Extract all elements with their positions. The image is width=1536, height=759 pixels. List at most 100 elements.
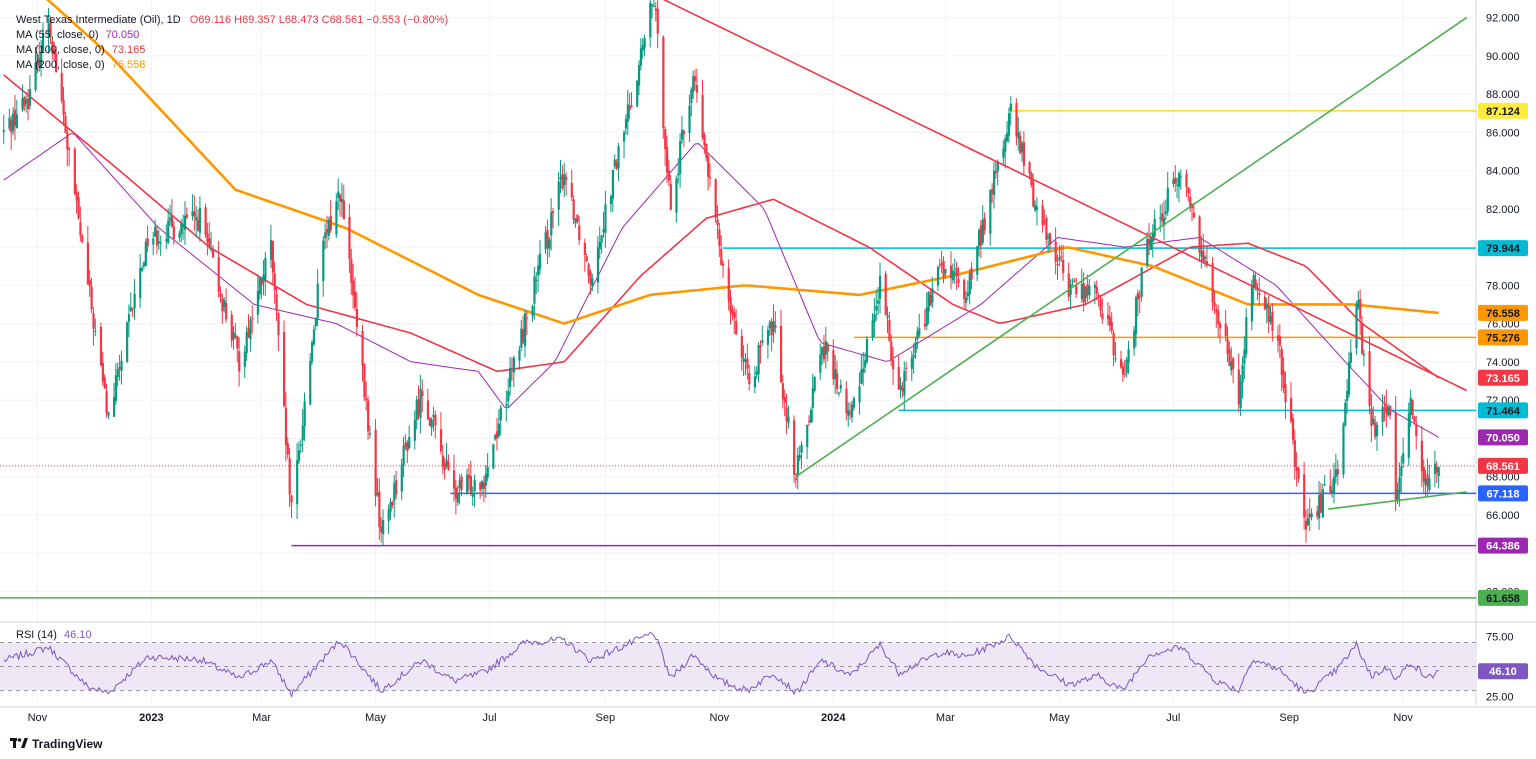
candle[interactable] <box>271 240 274 284</box>
candle[interactable] <box>1140 266 1143 302</box>
candle[interactable] <box>912 343 915 374</box>
candle[interactable] <box>1361 316 1364 356</box>
candle[interactable] <box>73 146 76 196</box>
candle[interactable] <box>327 216 331 241</box>
candle[interactable] <box>525 311 529 335</box>
candle[interactable] <box>731 304 734 321</box>
candle[interactable] <box>682 129 686 148</box>
candle[interactable] <box>1088 279 1091 300</box>
candle[interactable] <box>1413 415 1416 425</box>
candle[interactable] <box>264 252 267 296</box>
candle[interactable] <box>510 357 514 381</box>
candle[interactable] <box>51 38 54 60</box>
candle[interactable] <box>296 443 299 519</box>
candle[interactable] <box>1370 394 1373 443</box>
rsi-legend[interactable]: RSI (14) 46.10 <box>16 629 92 641</box>
candle[interactable] <box>897 355 900 390</box>
candle[interactable] <box>964 290 968 309</box>
candle[interactable] <box>611 169 615 212</box>
candle[interactable] <box>537 255 540 292</box>
candle[interactable] <box>53 41 56 62</box>
candle[interactable] <box>1101 297 1104 324</box>
candle[interactable] <box>718 222 721 258</box>
candle[interactable] <box>1148 223 1151 256</box>
candle[interactable] <box>1237 353 1240 413</box>
candle[interactable] <box>949 251 953 290</box>
candle[interactable] <box>976 246 979 282</box>
candle[interactable] <box>178 230 181 243</box>
candle[interactable] <box>38 42 41 72</box>
candle[interactable] <box>520 319 523 351</box>
candle[interactable] <box>819 343 822 380</box>
candle[interactable] <box>249 315 252 352</box>
candle[interactable] <box>185 207 189 220</box>
candle[interactable] <box>402 436 405 478</box>
candle[interactable] <box>1069 279 1072 310</box>
candle[interactable] <box>1342 421 1345 479</box>
candle[interactable] <box>49 16 52 45</box>
candle[interactable] <box>1424 469 1427 497</box>
candle[interactable] <box>772 304 775 343</box>
candle[interactable] <box>312 325 316 347</box>
candle[interactable] <box>589 269 592 295</box>
candle[interactable] <box>395 470 398 499</box>
candle[interactable] <box>615 159 618 171</box>
candle[interactable] <box>759 340 762 364</box>
candle[interactable] <box>505 390 508 422</box>
candle[interactable] <box>238 337 241 387</box>
candle[interactable] <box>626 89 629 136</box>
candle[interactable] <box>944 268 947 279</box>
candle[interactable] <box>155 225 159 255</box>
candle[interactable] <box>636 80 639 108</box>
candle[interactable] <box>1422 459 1425 495</box>
candle[interactable] <box>544 225 547 254</box>
candle[interactable] <box>62 86 65 126</box>
candle[interactable] <box>1067 262 1070 302</box>
candle[interactable] <box>953 258 956 284</box>
candle[interactable] <box>1179 169 1182 190</box>
candle[interactable] <box>290 494 293 519</box>
candle[interactable] <box>722 260 725 278</box>
candle[interactable] <box>942 256 945 284</box>
candle[interactable] <box>1015 98 1018 146</box>
candle[interactable] <box>1407 402 1410 466</box>
candle[interactable] <box>1250 279 1253 331</box>
candle[interactable] <box>387 504 390 535</box>
candle[interactable] <box>484 464 487 498</box>
candle[interactable] <box>925 292 928 331</box>
candle[interactable] <box>677 157 680 184</box>
candle[interactable] <box>1127 340 1130 374</box>
candle[interactable] <box>439 412 443 455</box>
candle[interactable] <box>1385 389 1388 428</box>
candle[interactable] <box>692 70 695 99</box>
candle[interactable] <box>703 132 706 154</box>
candle[interactable] <box>533 266 536 320</box>
candle[interactable] <box>1310 508 1313 521</box>
candle[interactable] <box>1035 197 1039 226</box>
candle[interactable] <box>1241 356 1244 399</box>
candle[interactable] <box>978 228 981 257</box>
candle[interactable] <box>522 315 525 345</box>
candle[interactable] <box>1232 356 1235 384</box>
candle[interactable] <box>557 171 560 227</box>
candle[interactable] <box>282 320 286 408</box>
candle[interactable] <box>1108 305 1112 332</box>
candle[interactable] <box>740 329 743 371</box>
candle[interactable] <box>1239 374 1242 416</box>
candle[interactable] <box>890 334 893 367</box>
candle[interactable] <box>1054 227 1057 275</box>
candle[interactable] <box>1263 291 1267 311</box>
candle[interactable] <box>535 271 538 295</box>
candle[interactable] <box>796 447 799 490</box>
candle[interactable] <box>1411 399 1414 420</box>
candle[interactable] <box>955 261 958 291</box>
candle[interactable] <box>445 443 448 469</box>
candle[interactable] <box>13 94 17 141</box>
candle[interactable] <box>834 355 837 394</box>
candle[interactable] <box>417 385 420 420</box>
candle[interactable] <box>1177 171 1181 203</box>
candle[interactable] <box>572 195 575 225</box>
candle[interactable] <box>662 35 665 139</box>
candle[interactable] <box>852 395 856 411</box>
candle[interactable] <box>8 108 11 132</box>
